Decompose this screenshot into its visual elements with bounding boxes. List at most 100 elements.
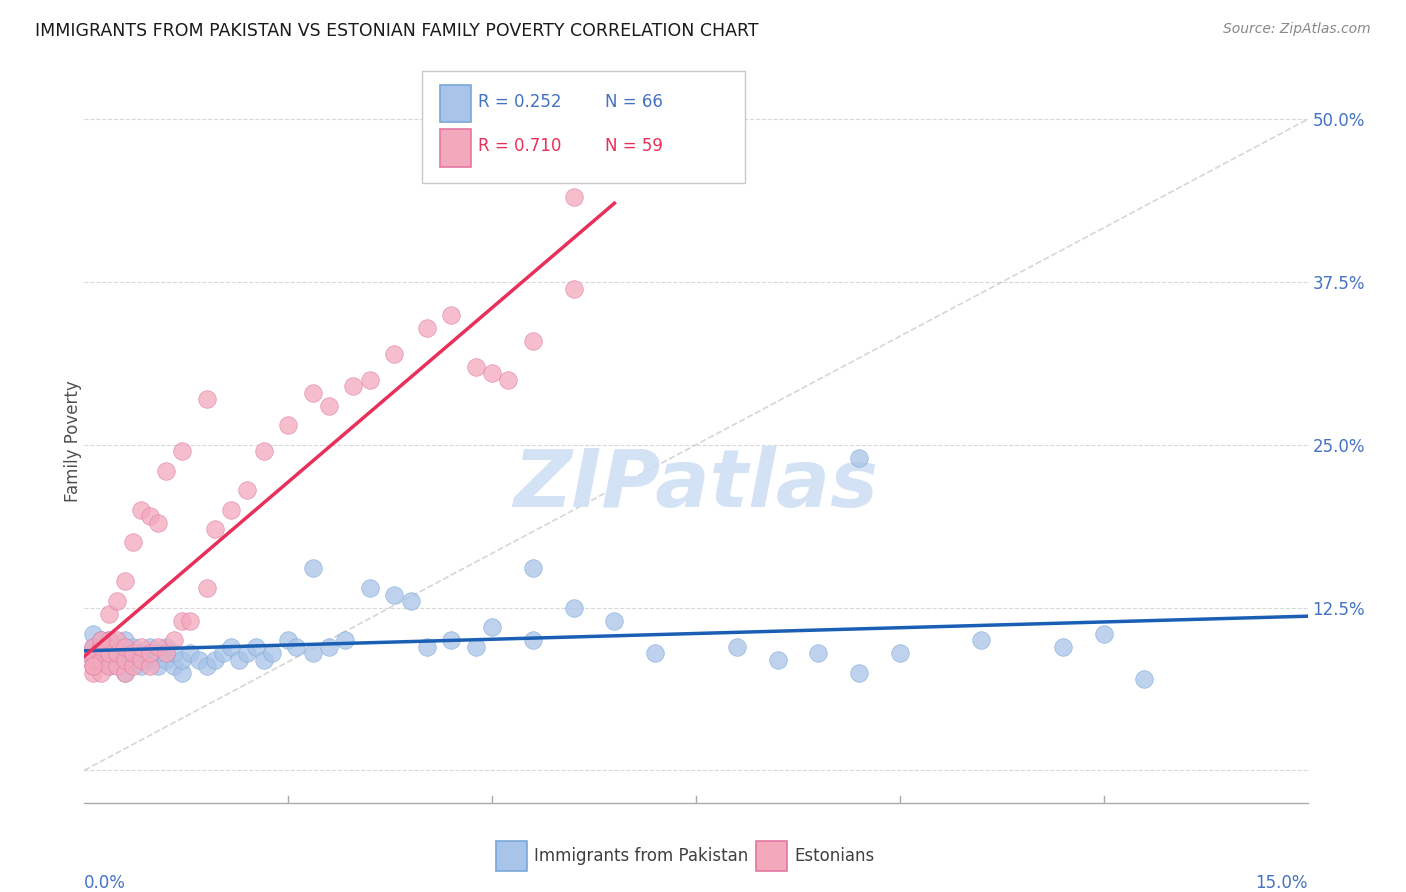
Point xyxy=(603,614,626,628)
Point xyxy=(522,334,544,348)
Point xyxy=(105,646,128,660)
Point xyxy=(146,640,169,654)
Point xyxy=(131,652,153,666)
Point xyxy=(562,190,585,204)
Point xyxy=(97,646,120,660)
Point xyxy=(562,600,585,615)
Text: Immigrants from Pakistan: Immigrants from Pakistan xyxy=(534,847,748,865)
Point xyxy=(155,640,177,654)
Point xyxy=(122,535,145,549)
Text: IMMIGRANTS FROM PAKISTAN VS ESTONIAN FAMILY POVERTY CORRELATION CHART: IMMIGRANTS FROM PAKISTAN VS ESTONIAN FAM… xyxy=(35,22,759,40)
Point xyxy=(399,594,422,608)
Point xyxy=(122,646,145,660)
Point xyxy=(204,652,226,666)
Text: R = 0.252: R = 0.252 xyxy=(478,93,561,111)
Point xyxy=(90,652,112,666)
Point xyxy=(105,594,128,608)
Point xyxy=(848,665,870,680)
Point xyxy=(187,652,209,666)
Point xyxy=(277,418,299,433)
Point xyxy=(212,646,235,660)
Point xyxy=(498,373,520,387)
Point xyxy=(522,561,544,575)
Point xyxy=(359,581,381,595)
Point xyxy=(82,652,104,666)
Point xyxy=(382,346,405,360)
Point xyxy=(644,646,666,660)
Point xyxy=(146,659,169,673)
Point xyxy=(301,561,323,575)
Point xyxy=(285,640,308,654)
Point xyxy=(301,385,323,400)
Point xyxy=(236,646,259,660)
Point xyxy=(114,633,136,648)
Point xyxy=(172,665,194,680)
Point xyxy=(172,614,194,628)
Point xyxy=(342,379,364,393)
Point xyxy=(131,646,153,660)
Point xyxy=(725,640,748,654)
Point xyxy=(416,640,439,654)
Text: ZIPatlas: ZIPatlas xyxy=(513,446,879,524)
Point xyxy=(440,308,463,322)
Text: N = 59: N = 59 xyxy=(605,137,662,155)
Point xyxy=(219,640,242,654)
Point xyxy=(172,652,194,666)
Point xyxy=(1052,640,1074,654)
Point xyxy=(131,659,153,673)
Point xyxy=(105,659,128,673)
Point xyxy=(253,444,276,458)
Point xyxy=(382,587,405,601)
Point xyxy=(82,646,104,660)
Point xyxy=(195,392,218,407)
Point xyxy=(138,509,160,524)
Point xyxy=(277,633,299,648)
Point xyxy=(122,652,145,666)
Point xyxy=(481,620,503,634)
Point xyxy=(138,659,160,673)
Point xyxy=(1133,672,1156,686)
Point xyxy=(481,366,503,380)
Point xyxy=(90,633,112,648)
Point xyxy=(122,659,145,673)
Point xyxy=(301,646,323,660)
Point xyxy=(114,574,136,589)
Text: 0.0%: 0.0% xyxy=(84,874,127,892)
Point xyxy=(359,373,381,387)
Point xyxy=(146,646,169,660)
Text: Source: ZipAtlas.com: Source: ZipAtlas.com xyxy=(1223,22,1371,37)
Point xyxy=(138,640,160,654)
Point xyxy=(163,633,186,648)
Point xyxy=(90,640,112,654)
Point xyxy=(195,659,218,673)
Point xyxy=(122,640,145,654)
Y-axis label: Family Poverty: Family Poverty xyxy=(65,381,82,502)
Point xyxy=(195,581,218,595)
Point xyxy=(114,665,136,680)
Point xyxy=(807,646,830,660)
Point xyxy=(131,640,153,654)
Text: Estonians: Estonians xyxy=(794,847,875,865)
Text: N = 66: N = 66 xyxy=(605,93,662,111)
Point xyxy=(204,523,226,537)
Point xyxy=(335,633,357,648)
Point xyxy=(163,659,186,673)
Point xyxy=(146,516,169,530)
Point xyxy=(766,652,789,666)
Text: R = 0.710: R = 0.710 xyxy=(478,137,561,155)
Point xyxy=(155,646,177,660)
Point xyxy=(90,665,112,680)
Point xyxy=(245,640,267,654)
Point xyxy=(131,503,153,517)
Point xyxy=(155,652,177,666)
Point xyxy=(97,659,120,673)
Point xyxy=(97,659,120,673)
Point xyxy=(889,646,911,660)
Point xyxy=(82,640,104,654)
Point xyxy=(155,464,177,478)
Point xyxy=(848,450,870,465)
Point xyxy=(114,646,136,660)
Point xyxy=(228,652,250,666)
Point xyxy=(82,665,104,680)
Point xyxy=(82,640,104,654)
